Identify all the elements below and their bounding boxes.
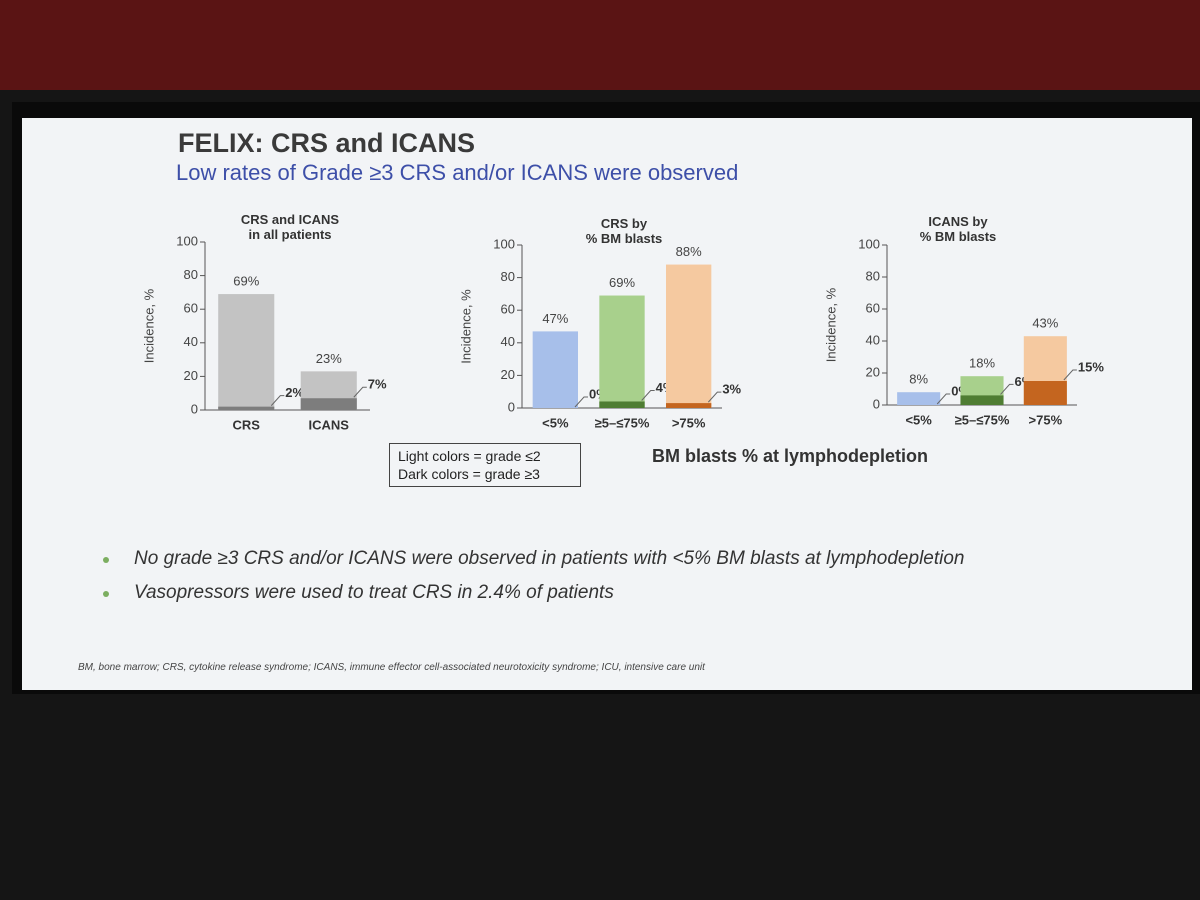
bar (218, 406, 275, 410)
bar (218, 294, 275, 410)
slide-title: FELIX: CRS and ICANS (178, 128, 476, 158)
value-label: 23% (316, 351, 342, 366)
y-tick-label: 40 (866, 332, 880, 347)
x-tick-label: <5% (905, 412, 932, 427)
value-label: 3% (722, 382, 741, 397)
bar (897, 392, 941, 405)
value-label: 8% (909, 372, 928, 387)
y-tick-label: 20 (184, 368, 198, 383)
leader-line (936, 393, 951, 405)
bar (666, 403, 712, 408)
legend: Light colors = grade ≤2 Dark colors = gr… (389, 443, 581, 487)
x-tick-label: ≥5–≤75% (955, 412, 1010, 427)
legend-entry: Light colors = grade ≤2 (398, 448, 541, 464)
chart-title: ICANS by % BM blasts (919, 214, 997, 244)
y-axis-label: Incidence, % (458, 289, 473, 364)
leader-line (1063, 369, 1077, 381)
bar (599, 295, 645, 408)
value-label: 7% (368, 377, 387, 392)
bar (960, 395, 1004, 405)
bar (666, 264, 712, 408)
bar (1023, 381, 1067, 405)
slide-subtitle: Low rates of Grade ≥3 CRS and/or ICANS w… (176, 160, 739, 185)
leader-line (641, 389, 655, 401)
y-tick-label: 100 (858, 236, 880, 251)
x-tick-label: ICANS (309, 417, 350, 432)
bullet: No grade ≥3 CRS and/or ICANS were observ… (100, 548, 965, 570)
backdrop (0, 0, 1200, 90)
y-tick-label: 40 (184, 334, 198, 349)
leader-line (707, 391, 722, 403)
y-tick-label: 60 (501, 302, 515, 317)
x-tick-label: >75% (672, 415, 706, 430)
value-label: 43% (1032, 316, 1058, 331)
value-label: 69% (609, 275, 635, 290)
bar (599, 401, 645, 408)
y-tick-label: 0 (873, 396, 880, 411)
y-tick-label: 0 (191, 401, 198, 416)
y-tick-label: 60 (184, 301, 198, 316)
footnote: BM, bone marrow; CRS, cytokine release s… (78, 662, 705, 673)
y-tick-label: 80 (866, 268, 880, 283)
y-tick-label: 60 (866, 300, 880, 315)
y-tick-label: 20 (866, 364, 880, 379)
y-axis-label: Incidence, % (823, 287, 838, 362)
chart-title: CRS and ICANS in all patients (240, 212, 340, 242)
y-tick-label: 40 (501, 334, 515, 349)
y-tick-label: 20 (501, 367, 515, 382)
value-label: 69% (233, 274, 259, 289)
leader-line (353, 386, 367, 398)
value-label: 2% (285, 385, 304, 400)
leader-line (1000, 383, 1014, 395)
value-label: 15% (1078, 359, 1104, 374)
y-axis-label: Incidence, % (141, 288, 156, 363)
legend-entry: Dark colors = grade ≥3 (398, 466, 540, 482)
y-tick-label: 80 (501, 269, 515, 284)
x-tick-label: CRS (233, 417, 261, 432)
bar (532, 331, 578, 408)
bullet: Vasopressors were used to treat CRS in 2… (100, 582, 965, 604)
bullet-list: No grade ≥3 CRS and/or ICANS were observ… (100, 548, 965, 616)
value-label: 18% (969, 356, 995, 371)
value-label: 47% (542, 311, 568, 326)
y-tick-label: 100 (176, 233, 198, 248)
bar (300, 398, 357, 410)
leader-line (574, 396, 588, 408)
y-tick-label: 0 (508, 399, 515, 414)
x-tick-label: ≥5–≤75% (595, 415, 650, 430)
x-axis-label: BM blasts % at lymphodepletion (652, 446, 929, 466)
x-tick-label: <5% (542, 415, 569, 430)
chart-title: CRS by % BM blasts (585, 216, 663, 246)
leader-line (270, 395, 285, 406)
y-tick-label: 80 (184, 267, 198, 282)
x-tick-label: >75% (1029, 412, 1063, 427)
y-tick-label: 100 (493, 236, 515, 251)
value-label: 88% (676, 244, 702, 259)
